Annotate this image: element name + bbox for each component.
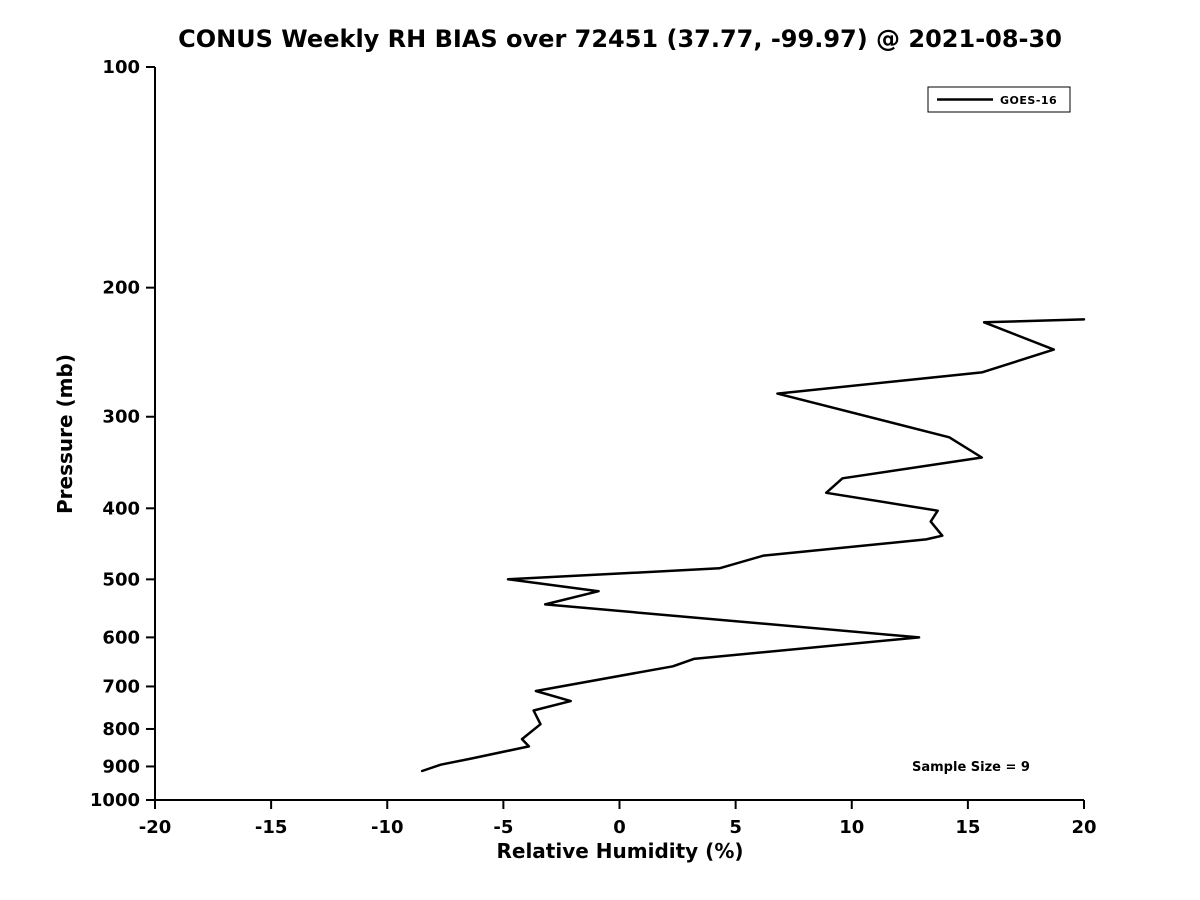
chart-title: CONUS Weekly RH BIAS over 72451 (37.77, …	[178, 25, 1062, 53]
data-line-goes-16	[420, 318, 1086, 773]
y-tick-label: 900	[102, 756, 140, 777]
y-tick-label: 500	[102, 569, 140, 590]
y-tick-label: 100	[102, 57, 140, 78]
x-tick-label: -15	[255, 817, 288, 838]
x-tick-label: 10	[839, 817, 864, 838]
x-axis-label: Relative Humidity (%)	[496, 839, 743, 863]
x-tick-label: -10	[371, 817, 404, 838]
y-tick-label: 700	[102, 676, 140, 697]
y-tick-label: 400	[102, 498, 140, 519]
x-tick-label: -20	[139, 817, 172, 838]
legend-label-goes16: GOES-16	[1000, 94, 1057, 107]
y-tick-label: 300	[102, 407, 140, 428]
y-tick-label: 600	[102, 627, 140, 648]
plot-area: -20 -15 -10 -5 0 5 10 15 20 100 200 300 400 500 600 700…	[90, 57, 1097, 838]
x-tick-label: 20	[1071, 817, 1096, 838]
y-tick-label: 800	[102, 719, 140, 740]
x-tick-label: 15	[955, 817, 980, 838]
y-tick-label: 200	[102, 278, 140, 299]
legend: GOES-16	[927, 86, 1071, 113]
y-tick-label: 1000	[90, 790, 140, 811]
x-tick-label: 0	[613, 817, 626, 838]
sample-size-annotation: Sample Size = 9	[912, 760, 1030, 775]
x-tick-label: -5	[493, 817, 513, 838]
y-axis-label: Pressure (mb)	[53, 354, 77, 514]
x-tick-label: 5	[729, 817, 742, 838]
